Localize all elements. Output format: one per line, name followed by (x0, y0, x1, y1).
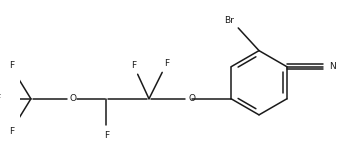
Text: O: O (70, 94, 77, 103)
Text: F: F (9, 62, 14, 70)
Text: F: F (164, 59, 169, 68)
Text: O: O (188, 94, 195, 103)
Text: Br: Br (224, 16, 235, 25)
Text: F: F (131, 61, 136, 70)
Text: F: F (9, 127, 14, 136)
Text: F: F (0, 94, 1, 103)
Text: F: F (104, 131, 109, 140)
Text: N: N (329, 62, 336, 71)
